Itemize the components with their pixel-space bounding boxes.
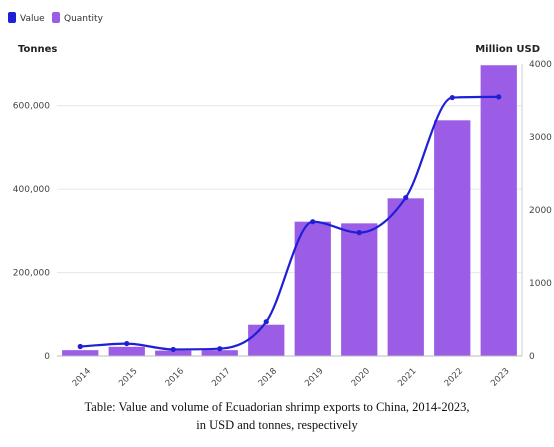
- right-tick-label-1: 1000: [529, 279, 552, 289]
- right-axis-title: Million USD: [475, 44, 540, 55]
- left-tick-label-2: 400,000: [13, 185, 50, 195]
- value-point-2016: [170, 346, 176, 353]
- left-axis-title: Tonnes: [18, 44, 57, 55]
- figure-caption: Table: Value and volume of Ecuadorian sh…: [0, 398, 554, 434]
- value-point-2020: [356, 230, 362, 236]
- value-point-2022: [449, 94, 455, 101]
- right-tick-label-0: 0: [529, 352, 535, 362]
- value-point-2023: [496, 94, 502, 100]
- bar-2016: [155, 350, 192, 356]
- value-line: [80, 95, 499, 351]
- value-point-2015: [124, 340, 130, 347]
- bar-2021: [387, 198, 424, 356]
- x-tick-label-2020: 2020: [350, 366, 372, 388]
- bar-2019: [294, 221, 331, 356]
- x-tick-label-2015: 2015: [117, 366, 139, 388]
- right-tick-label-2: 2000: [529, 206, 552, 216]
- legend-swatch-value: [8, 12, 16, 23]
- x-tick-label-2018: 2018: [257, 366, 279, 388]
- caption-line-2: in USD and tonnes, respectively: [196, 418, 358, 432]
- bar-2014: [62, 350, 99, 356]
- bar-2017: [201, 350, 238, 356]
- legend-swatch-quantity: [52, 12, 60, 23]
- left-tick-label-1: 200,000: [13, 269, 50, 279]
- left-tick-label-3: 600,000: [13, 102, 50, 112]
- x-tick-label-2019: 2019: [303, 366, 325, 388]
- bar-2015: [108, 346, 145, 356]
- value-point-2014: [77, 343, 83, 350]
- legend-label-quantity: Quantity: [64, 14, 104, 24]
- x-tick-label-2014: 2014: [71, 366, 93, 388]
- combo-chart: Value Quantity Tonnes Million USD 0 200,000 40…: [8, 12, 552, 389]
- x-tick-label-2021: 2021: [396, 366, 418, 388]
- left-tick-label-0: 0: [44, 352, 50, 362]
- bar-2022: [434, 120, 471, 356]
- x-tick-label-2017: 2017: [210, 366, 232, 388]
- caption-line-1: Table: Value and volume of Ecuadorian sh…: [84, 400, 470, 414]
- x-tick-label-2016: 2016: [164, 366, 186, 388]
- value-point-2018: [263, 319, 269, 325]
- value-point-2021: [403, 194, 409, 201]
- x-tick-label-2023: 2023: [489, 366, 511, 388]
- bar-2018: [248, 324, 285, 356]
- value-point-2019: [310, 219, 316, 225]
- value-point-2017: [217, 346, 223, 352]
- bar-2023: [480, 65, 517, 356]
- bar-2020: [341, 223, 378, 356]
- right-tick-label-3: 3000: [529, 133, 552, 143]
- legend-label-value: Value: [20, 14, 45, 24]
- x-tick-label-2022: 2022: [443, 366, 465, 388]
- right-tick-label-4: 4000: [529, 60, 552, 70]
